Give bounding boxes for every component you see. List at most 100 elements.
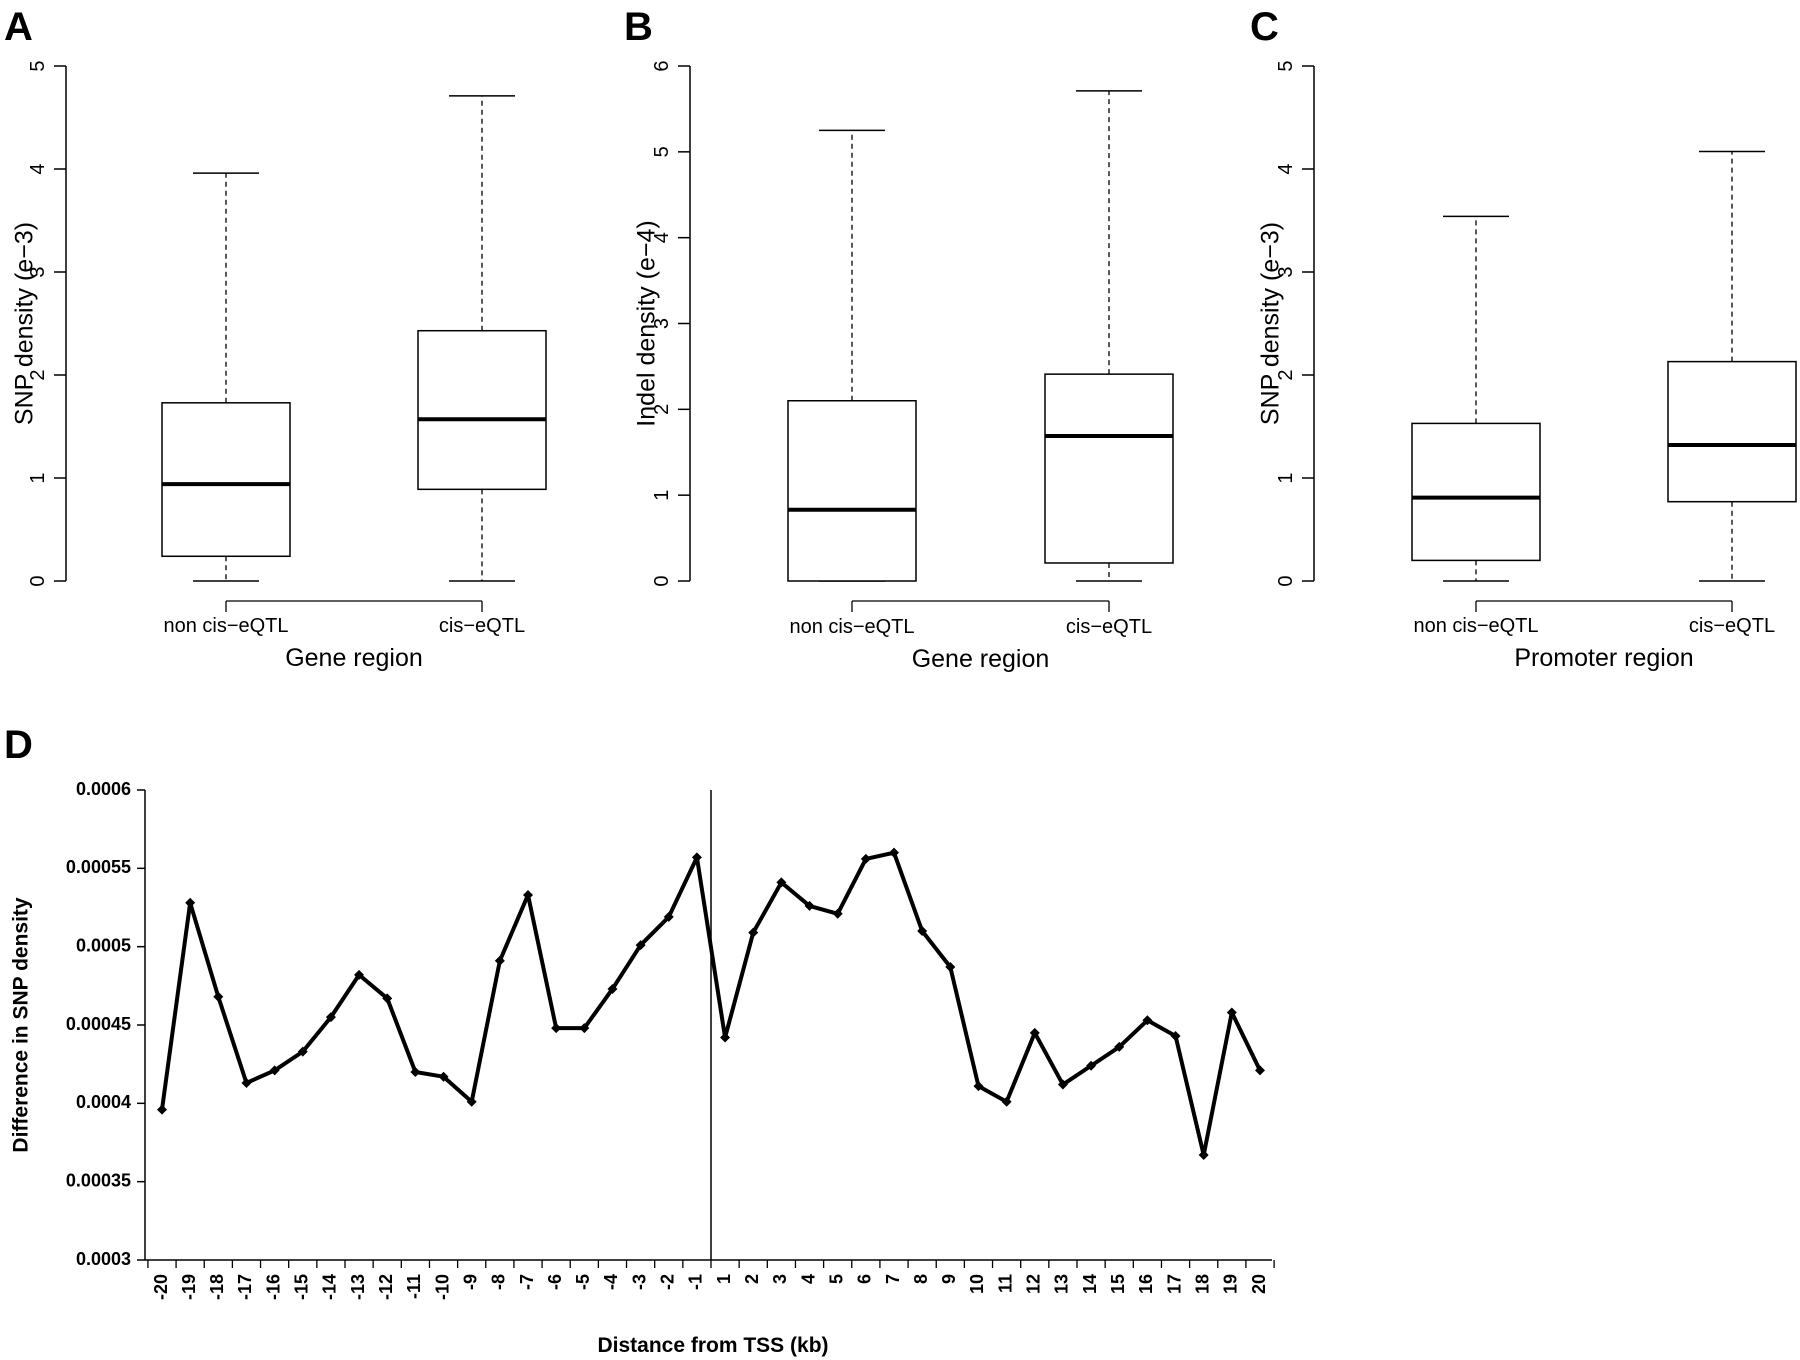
- x-tick-label: -20: [151, 1274, 171, 1300]
- x-tick-label: 10: [967, 1274, 987, 1294]
- y-tick-label: 0.0004: [76, 1092, 131, 1112]
- x-tick-label: -5: [573, 1274, 593, 1290]
- data-point: [804, 900, 815, 911]
- boxplot-panel-b: 0 1 2 3 4 5 6 Indel density (e−4) non cis−eQTL ci…: [633, 60, 1174, 673]
- x-tick-label: 13: [1052, 1274, 1072, 1294]
- x-tick-label: -1: [686, 1274, 706, 1290]
- data-point: [213, 991, 224, 1002]
- x-axis-label: Promoter region: [1514, 644, 1693, 672]
- panel-label-c: C: [1250, 5, 1279, 49]
- y-tick-label: 2: [27, 369, 49, 380]
- x-tick-label: 9: [939, 1274, 959, 1284]
- x-tick-label: 5: [826, 1274, 846, 1284]
- data-point: [860, 853, 871, 864]
- y-tick-label: 0: [1275, 575, 1297, 586]
- iqr-box: [417, 329, 547, 491]
- x-axis-label: Gene region: [912, 645, 1050, 673]
- y-tick-label: 4: [651, 232, 673, 243]
- x-axis-label: Gene region: [285, 644, 423, 672]
- y-tick-label: 0.0005: [76, 935, 131, 955]
- box-non-cis-eqtl: [787, 129, 917, 582]
- x-tick-label: -17: [235, 1274, 255, 1300]
- x-tick-label: 19: [1221, 1274, 1241, 1294]
- data-point: [1170, 1030, 1181, 1041]
- panel-label-d: D: [4, 723, 33, 767]
- x-tick-label: 2: [742, 1274, 762, 1284]
- y-tick-label: 5: [1275, 60, 1297, 71]
- data-point: [776, 877, 787, 888]
- line-chart-panel-d: 0.0003 0.00035 0.0004 0.00045 0.0005 0.00055 0…: [10, 779, 1275, 1357]
- box-cis-eqtl: [1044, 90, 1174, 582]
- data-point: [410, 1067, 421, 1077]
- y-axis-label: SNP density (e−3): [1257, 222, 1285, 425]
- iqr-box: [1044, 373, 1174, 564]
- x-tick-label: cis−eQTL: [439, 615, 525, 637]
- y-tick-label: 4: [27, 163, 49, 174]
- data-point: [1057, 1079, 1068, 1090]
- box-cis-eqtl: [417, 95, 547, 582]
- y-tick-label: 0.00045: [66, 1014, 131, 1034]
- y-tick-label: 0.00055: [66, 857, 131, 877]
- x-tick-label: non cis−eQTL: [1413, 615, 1538, 637]
- data-point: [241, 1077, 252, 1088]
- x-tick-label: 3: [770, 1274, 790, 1284]
- data-point: [579, 1023, 590, 1034]
- y-axis-label: SNP density (e−3): [11, 222, 39, 425]
- data-point: [1142, 1015, 1153, 1026]
- data-point: [269, 1065, 280, 1076]
- y-tick-label: 1: [651, 490, 673, 501]
- box-cis-eqtl: [1667, 150, 1797, 582]
- x-tick-label: -13: [348, 1274, 368, 1300]
- x-tick-label: 15: [1108, 1274, 1128, 1294]
- data-point: [973, 1081, 984, 1092]
- y-tick-label: 0.0006: [76, 779, 131, 799]
- x-tick-label: non cis−eQTL: [789, 616, 914, 638]
- data-point: [157, 1104, 167, 1115]
- data-point: [917, 926, 928, 936]
- data-point: [1086, 1060, 1097, 1071]
- x-tick-label: 16: [1136, 1274, 1156, 1294]
- y-tick-label: 6: [651, 60, 673, 71]
- y-tick-label: 1: [1275, 472, 1297, 483]
- y-tick-label: 2: [1275, 369, 1297, 380]
- x-tick-label: 14: [1080, 1274, 1100, 1294]
- x-tick-label: 7: [883, 1274, 903, 1284]
- data-point: [691, 852, 702, 863]
- data-point: [635, 940, 646, 951]
- data-point: [663, 911, 674, 922]
- data-point: [748, 927, 759, 938]
- x-tick-label: -19: [179, 1274, 199, 1300]
- x-tick-label: -18: [207, 1274, 227, 1300]
- data-point: [354, 969, 365, 980]
- boxplot-panel-a: 0 1 2 3 4 5 SNP density (e−3) non cis−eQTL cis−e…: [11, 60, 547, 672]
- y-tick-label: 3: [651, 318, 673, 329]
- x-tick-label: 11: [995, 1274, 1015, 1293]
- x-tick-label: 4: [798, 1274, 818, 1284]
- box-non-cis-eqtl: [161, 172, 291, 582]
- panel-label-b: B: [624, 5, 653, 49]
- y-tick-label: 2: [651, 404, 673, 415]
- iqr-box: [1411, 422, 1541, 562]
- y-tick-label: 0: [27, 575, 49, 586]
- x-tick-label: -7: [517, 1274, 537, 1290]
- data-point: [185, 897, 196, 908]
- x-tick-label: -4: [601, 1274, 621, 1290]
- data-point: [1255, 1065, 1265, 1076]
- data-point: [889, 847, 899, 858]
- x-tick-label: 17: [1164, 1274, 1184, 1294]
- y-tick-label: 5: [651, 146, 673, 157]
- x-tick-label: -3: [629, 1274, 649, 1290]
- x-tick-label: 18: [1192, 1274, 1212, 1294]
- x-tick-label: -9: [460, 1274, 480, 1290]
- data-point: [466, 1096, 477, 1107]
- y-tick-label: 1: [27, 472, 49, 483]
- data-point: [551, 1023, 562, 1034]
- data-point: [607, 983, 618, 994]
- data-point: [325, 1012, 336, 1023]
- x-tick-label: -16: [263, 1274, 283, 1300]
- y-tick-label: 3: [1275, 266, 1297, 277]
- x-tick-label: 12: [1024, 1274, 1044, 1294]
- data-point: [720, 1032, 731, 1043]
- data-point: [832, 908, 843, 919]
